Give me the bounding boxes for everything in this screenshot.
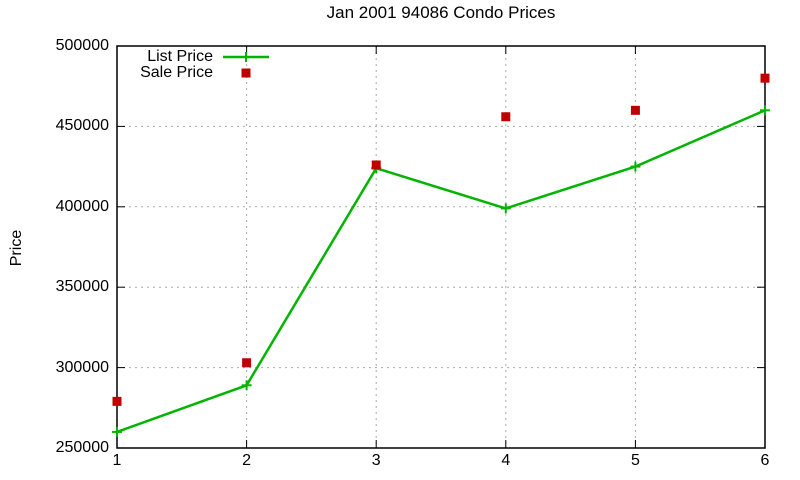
- legend-label-list-price: List Price: [147, 48, 213, 65]
- plot-area: List Price Sale Price: [112, 45, 770, 449]
- x-tick-label: 2: [242, 452, 252, 469]
- legend-item-sale-price: Sale Price: [123, 65, 269, 81]
- y-tick-label: 350000: [55, 278, 109, 296]
- x-tick-label: 3: [371, 452, 381, 469]
- y-tick-label: 450000: [55, 117, 109, 135]
- y-tick-label: 300000: [55, 358, 109, 376]
- x-tick-label: 5: [630, 452, 640, 469]
- chart-title: Jan 2001 94086 Condo Prices: [326, 3, 556, 22]
- legend: List Price Sale Price: [123, 49, 269, 81]
- legend-item-list-price: List Price: [123, 49, 269, 65]
- y-axis-label: Price: [8, 229, 25, 267]
- plot-canvas: [112, 45, 770, 449]
- x-tick-label: 4: [501, 452, 511, 469]
- x-tick-label: 1: [112, 452, 122, 469]
- line-plus-marker-sample: [223, 49, 269, 65]
- y-tick-label: 500000: [55, 37, 109, 54]
- x-tick-label: 6: [760, 452, 770, 469]
- legend-label-sale-price: Sale Price: [140, 64, 213, 81]
- y-tick-label: 400000: [55, 197, 109, 215]
- y-tick-label: 250000: [55, 439, 109, 456]
- square-marker-sample: [223, 65, 269, 81]
